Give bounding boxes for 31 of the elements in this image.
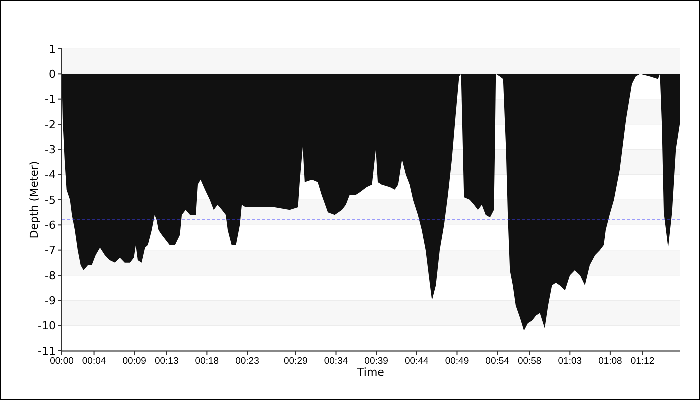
- y-tick-label: -4: [45, 168, 56, 182]
- x-tick-label: 00:39: [364, 356, 388, 367]
- x-tick-label: 00:29: [284, 356, 308, 367]
- x-tick-label: 00:13: [154, 356, 179, 367]
- x-tick-label: 00:00: [50, 356, 74, 367]
- y-tick-label: -10: [38, 320, 56, 333]
- y-tick-label: -8: [45, 269, 56, 282]
- x-tick-label: 00:04: [82, 356, 106, 367]
- y-tick-label: -11: [38, 344, 56, 358]
- y-tick-label: 1: [49, 42, 56, 56]
- y-tick-label: -1: [45, 93, 56, 106]
- x-tick-label: 00:34: [324, 356, 348, 367]
- x-tick-label: 00:44: [404, 356, 429, 367]
- y-tick-label: 0: [49, 68, 56, 82]
- y-axis-title: Depth (Meter): [28, 161, 41, 239]
- x-tick-label: 00:23: [236, 356, 260, 367]
- y-tick-label: -9: [45, 294, 56, 308]
- x-tick-label: 00:09: [122, 356, 146, 367]
- x-tick-label: 00:49: [445, 356, 470, 367]
- x-tick-label: 01:12: [630, 356, 655, 367]
- y-tick-label: -7: [45, 244, 56, 258]
- x-axis-title: Time: [356, 366, 385, 379]
- y-tick-label: -5: [45, 194, 56, 207]
- y-tick-label: -6: [45, 219, 56, 232]
- x-tick-label: 01:03: [558, 356, 582, 367]
- x-tick-label: 01:08: [598, 356, 622, 367]
- y-tick-label: -3: [45, 144, 56, 157]
- y-tick-label: -2: [45, 118, 56, 132]
- x-tick-label: 00:58: [518, 356, 542, 367]
- x-tick-label: 00:54: [486, 356, 510, 367]
- x-tick-label: 00:18: [195, 356, 220, 367]
